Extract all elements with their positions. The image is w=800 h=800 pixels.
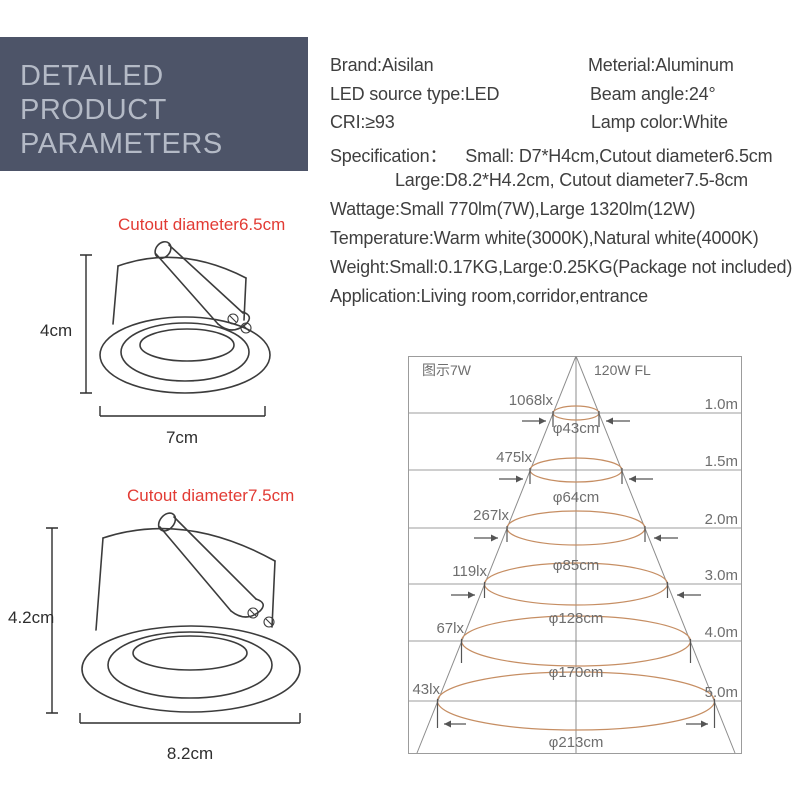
large-height-label: 4.2cm [8, 608, 55, 627]
beam-grid [408, 356, 742, 754]
beam-distance-5: 4.0m [705, 624, 738, 641]
beam-lux-6: 43lx [412, 681, 440, 698]
spec-material: Meterial:Aluminum [588, 55, 734, 75]
spec-temperature: Temperature:Warm white(3000K),Natural wh… [330, 228, 759, 248]
spec-specification-large: Large:D8.2*H4.2cm, Cutout diameter7.5-8c… [395, 170, 748, 190]
spec-specification-small: Specification： Small: D7*H4cm,Cutout diam… [330, 142, 773, 168]
beam-diagram: 图示7W 120W FL 1068lx 475lx 267lx 119lx 67… [408, 356, 742, 754]
beam-distance-1: 1.0m [705, 396, 738, 413]
beam-distance-6: 5.0m [705, 684, 738, 701]
spec-specification-small-value: Small: D7*H4cm,Cutout diameter6.5cm [465, 146, 773, 166]
beam-cone-lines [416, 356, 736, 754]
spec-lamp-color: Lamp color:White [591, 112, 728, 132]
beam-diameter-1: φ43cm [553, 420, 599, 437]
beam-diameter-3: φ85cm [553, 557, 599, 574]
spec-application: Application:Living room,corridor,entranc… [330, 286, 648, 306]
large-cutout-label: Cutout diameter7.5cm [127, 486, 295, 505]
spec-led-source: LED source type:LED [330, 84, 500, 104]
spec-wattage: Wattage:Small 770lm(7W),Large 1320lm(12W… [330, 199, 696, 219]
small-height-label: 4cm [40, 321, 73, 340]
beam-distance-4: 3.0m [705, 567, 738, 584]
beam-lux-4: 119lx [452, 563, 487, 580]
small-dimension-brackets [80, 254, 266, 417]
beam-lux-1: 1068lx [509, 392, 554, 409]
beam-legend-right: 120W FL [594, 362, 651, 378]
beam-diameter-6: φ213cm [549, 734, 604, 751]
small-diameter-label: 7cm [165, 428, 199, 447]
spec-weight: Weight:Small:0.17KG,Large:0.25KG(Package… [330, 257, 793, 277]
beam-measure-ticks [436, 411, 716, 728]
small-cutout-label: Cutout diameter6.5cm [118, 215, 286, 234]
large-diameter-label: 8.2cm [166, 744, 214, 763]
small-downlight-drawing [80, 240, 271, 417]
beam-diameter-2: φ64cm [553, 489, 599, 506]
spec-brand: Brand:Aisilan [330, 55, 434, 75]
spec-beam-angle: Beam angle:24° [590, 84, 716, 104]
beam-lux-2: 475lx [496, 449, 532, 466]
spec-cri: CRI:≥93 [330, 112, 395, 132]
beam-lux-5: 67lx [436, 620, 464, 637]
beam-lux-3: 267lx [473, 507, 509, 524]
beam-labels: 图示7W 120W FL 1068lx 475lx 267lx 119lx 67… [412, 362, 738, 751]
large-lamp-clip [157, 512, 275, 628]
beam-distance-3: 2.0m [705, 511, 738, 528]
beam-distance-2: 1.5m [705, 453, 738, 470]
large-dimension-brackets [46, 527, 301, 724]
beam-legend-left: 图示7W [422, 362, 472, 378]
large-downlight-drawing [46, 512, 301, 724]
beam-measure-arrows [444, 417, 708, 728]
header-banner: DETAILED PRODUCT PARAMETERS [0, 37, 308, 171]
beam-diameter-4: φ128cm [549, 610, 604, 627]
spec-specification-label: Specification： [330, 146, 448, 166]
small-lamp-clip [154, 240, 252, 334]
page-title: DETAILED PRODUCT PARAMETERS [20, 60, 223, 160]
beam-diameter-5: φ170cm [549, 664, 604, 681]
